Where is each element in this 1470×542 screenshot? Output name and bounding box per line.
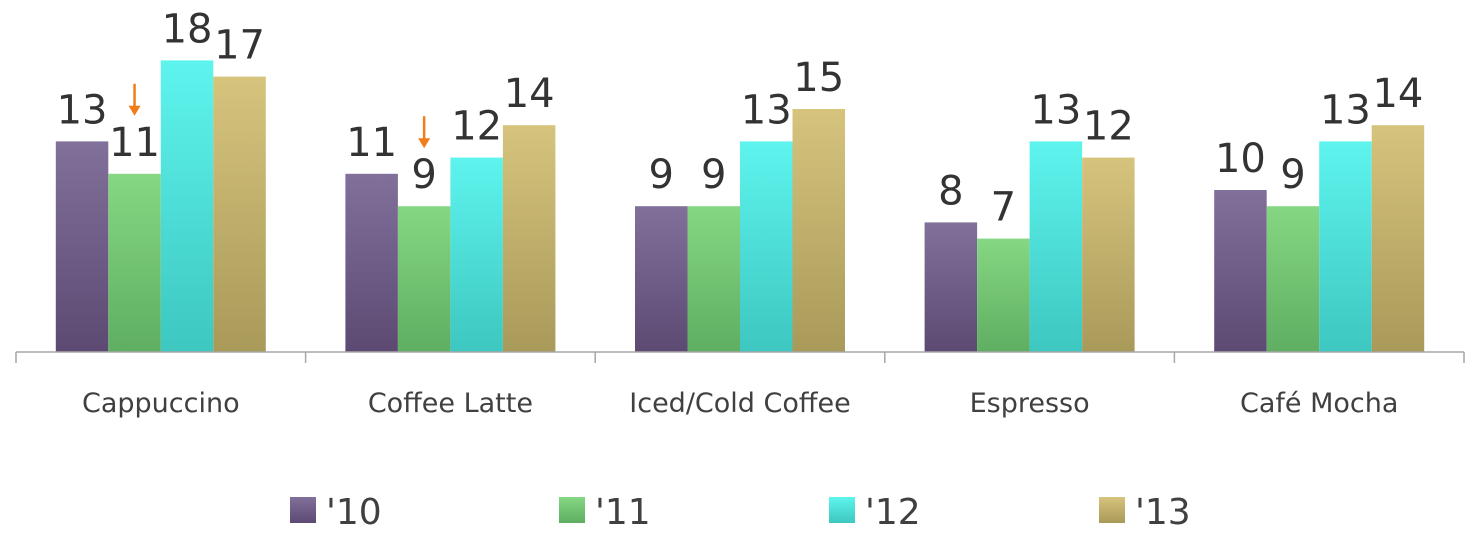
- bar-iced-cold-coffee-1: [687, 206, 740, 352]
- legend-label: '11: [595, 492, 651, 533]
- bar-cappuccino-0: [55, 141, 109, 352]
- bar-espresso-3: [1082, 157, 1135, 352]
- legend-label: '13: [1135, 492, 1191, 533]
- category-label: Coffee Latte: [368, 388, 533, 419]
- data-label: 18: [162, 6, 213, 52]
- category-labels-group: Cappuccino Coffee Latte Iced/Cold Coffee Es…: [82, 388, 1398, 419]
- legend-label: '10: [326, 492, 382, 533]
- legend-swatch: [829, 497, 855, 523]
- bar-espresso-1: [977, 238, 1030, 352]
- legend: '10 '11 '12 '13: [290, 492, 1191, 533]
- category-label: Espresso: [970, 388, 1090, 419]
- category-label: Cappuccino: [82, 388, 240, 419]
- bar-caf-mocha-1: [1266, 206, 1320, 352]
- category-label: Café Mocha: [1240, 388, 1398, 419]
- annotations-group: [128, 83, 431, 149]
- legend-item: '10: [290, 492, 382, 533]
- legend-swatch: [1099, 497, 1125, 523]
- legend-item: '13: [1099, 492, 1191, 533]
- data-label: 13: [1030, 87, 1081, 133]
- data-label: 13: [741, 87, 792, 133]
- bar-cappuccino-3: [213, 76, 266, 352]
- legend-item: '12: [829, 492, 921, 533]
- data-label: 13: [57, 87, 108, 133]
- down-arrow-icon: [418, 116, 431, 149]
- legend-item: '11: [559, 492, 651, 533]
- bar-cappuccino-1: [108, 173, 161, 352]
- bar-espresso-2: [1029, 141, 1083, 352]
- data-label: 11: [109, 120, 160, 166]
- bar-caf-mocha-2: [1319, 141, 1372, 352]
- data-label: 12: [451, 104, 502, 150]
- x-axis: [15, 351, 1465, 363]
- data-label: 14: [504, 71, 555, 117]
- bar-coffee-latte-2: [450, 157, 503, 352]
- data-label: 9: [649, 152, 674, 198]
- bar-cappuccino-2: [160, 60, 214, 353]
- data-label: 11: [346, 120, 397, 166]
- data-label: 17: [214, 23, 265, 69]
- legend-label: '12: [865, 492, 921, 533]
- legend-swatch: [559, 497, 585, 523]
- bars-group: [55, 60, 1425, 353]
- category-label: Iced/Cold Coffee: [629, 388, 850, 419]
- data-label: 15: [793, 55, 844, 101]
- data-label: 9: [701, 152, 726, 198]
- bar-coffee-latte-3: [502, 125, 556, 352]
- legend-swatch: [290, 497, 316, 523]
- data-label: 9: [411, 152, 436, 198]
- bar-iced-cold-coffee-3: [792, 109, 845, 352]
- bar-caf-mocha-0: [1214, 190, 1267, 352]
- data-label: 9: [1280, 152, 1305, 198]
- data-label: 14: [1372, 71, 1423, 117]
- bar-iced-cold-coffee-0: [635, 206, 688, 352]
- data-label: 8: [938, 168, 963, 214]
- bar-espresso-0: [924, 222, 978, 352]
- down-arrow-icon: [128, 83, 141, 116]
- data-label: 7: [991, 185, 1016, 231]
- data-label: 10: [1215, 136, 1266, 182]
- bar-caf-mocha-3: [1371, 125, 1425, 352]
- bar-iced-cold-coffee-2: [740, 141, 793, 352]
- data-label: 12: [1083, 104, 1134, 150]
- bar-coffee-latte-0: [345, 173, 398, 352]
- bar-coffee-latte-1: [397, 206, 451, 352]
- data-label: 13: [1320, 87, 1371, 133]
